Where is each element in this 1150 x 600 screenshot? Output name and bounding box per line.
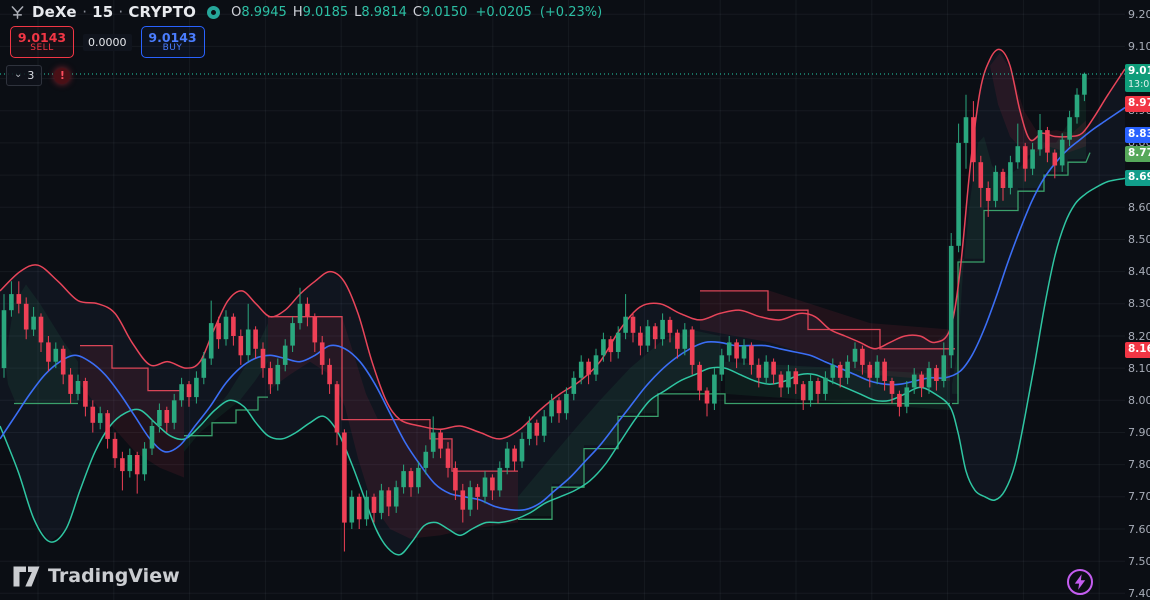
axis-tick-label: 7.70 <box>1128 490 1150 504</box>
warning-icon[interactable]: ! <box>54 67 71 84</box>
tradingview-watermark[interactable]: TradingView <box>13 565 180 587</box>
symbol-header: DeXe · 15 · CRYPTO O8.9945 H9.0185 L8.98… <box>10 3 602 21</box>
axis-tick-label: 8.60 <box>1128 200 1150 214</box>
symbol-title[interactable]: DeXe · 15 · CRYPTO <box>32 3 197 21</box>
tradingview-watermark-label: TradingView <box>48 565 180 587</box>
price-label: 8.16 <box>1125 342 1150 358</box>
trade-panel: 9.0143 SELL 0.0000 9.0143 BUY <box>10 26 205 58</box>
tradingview-logo-icon <box>13 566 40 586</box>
sell-price: 9.0143 <box>17 29 67 45</box>
market-status-icon[interactable] <box>207 5 221 19</box>
price-change-pct: (+0.23%) <box>539 4 603 20</box>
lightning-bolt-button[interactable] <box>1066 568 1094 596</box>
indicator-count: 3 <box>27 69 35 82</box>
axis-tick-label: 7.60 <box>1128 522 1150 536</box>
price-axis[interactable]: 9.209.109.008.908.808.708.608.508.408.30… <box>1125 0 1150 600</box>
price-change: +0.0205 <box>475 4 532 20</box>
axis-tick-label: 8.00 <box>1128 393 1150 407</box>
indicator-row: ⌄ 3 ! <box>6 65 71 86</box>
price-label: 8.77 <box>1125 146 1150 162</box>
price-label: 9.0113:0 <box>1125 64 1150 92</box>
countdown-timer: 13:0 <box>1128 79 1150 90</box>
buy-price: 9.0143 <box>148 29 197 45</box>
axis-tick-label: 7.40 <box>1128 586 1150 600</box>
indicators-dropdown[interactable]: ⌄ 3 <box>6 65 43 86</box>
price-label: 8.97 <box>1125 96 1150 112</box>
axis-tick-label: 8.50 <box>1128 233 1150 246</box>
axis-tick-label: 8.20 <box>1128 329 1150 343</box>
axis-tick-label: 7.90 <box>1128 426 1150 439</box>
chevron-down-icon: ⌄ <box>14 69 23 80</box>
buy-button[interactable]: 9.0143 BUY <box>140 26 205 58</box>
sell-button[interactable]: 9.0143 SELL <box>10 26 74 58</box>
axis-tick-label: 7.80 <box>1128 458 1150 472</box>
axis-tick-label: 8.30 <box>1128 297 1150 311</box>
axis-tick-label: 8.40 <box>1128 265 1150 279</box>
price-label: 8.69 <box>1125 170 1150 186</box>
axis-tick-label: 9.10 <box>1128 39 1150 53</box>
axis-tick-label: 9.20 <box>1128 7 1150 21</box>
symbol-logo-icon <box>11 5 24 19</box>
ohlc-values: O8.9945 H9.0185 L8.9814 C9.0150 +0.0205 … <box>231 4 603 20</box>
axis-tick-label: 7.50 <box>1128 554 1150 568</box>
price-label: 8.83 <box>1125 127 1150 143</box>
axis-tick-label: 8.10 <box>1128 361 1150 375</box>
spread-value: 0.0000 <box>83 33 132 51</box>
